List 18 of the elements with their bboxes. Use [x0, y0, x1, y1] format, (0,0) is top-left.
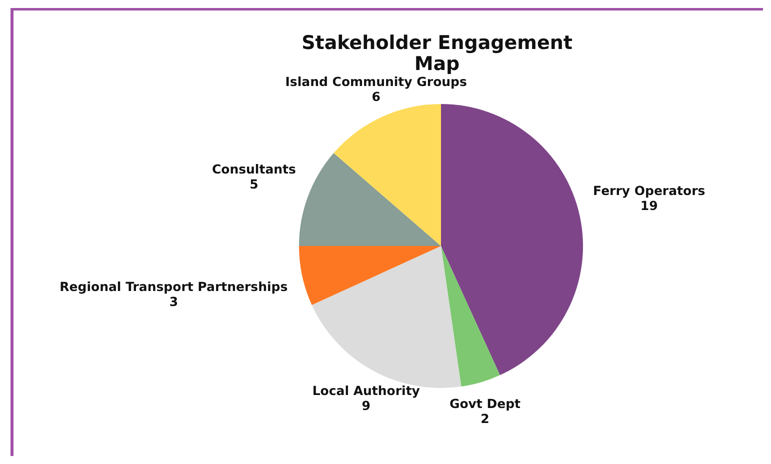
data-label: 2	[480, 410, 490, 426]
slice-label: Island Community Groups	[285, 74, 467, 89]
slice-label: Local Authority	[312, 383, 420, 398]
data-label: 6	[372, 88, 381, 104]
pie-slice	[441, 104, 583, 376]
pie-slice	[299, 246, 441, 305]
pie-slice	[334, 104, 441, 246]
data-label: 3	[169, 294, 178, 310]
pie-slice	[441, 246, 500, 387]
slice-label: Consultants	[212, 161, 296, 176]
data-label: 5	[250, 176, 258, 192]
slice-label: Govt Dept	[449, 396, 521, 411]
data-label: 9	[362, 398, 370, 414]
slice-label: Ferry Operators	[593, 182, 706, 198]
pie-slice	[299, 153, 441, 246]
chart-title: Stakeholder Engagement Map	[302, 32, 572, 75]
data-label: 19	[640, 198, 658, 213]
slice-label: Regional Transport Partnerships	[60, 279, 288, 294]
